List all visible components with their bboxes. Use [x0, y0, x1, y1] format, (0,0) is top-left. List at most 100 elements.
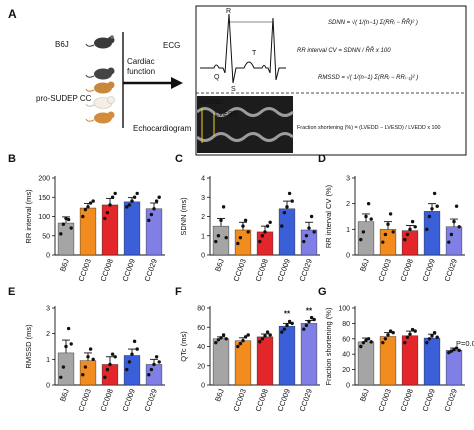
panel-label: F: [175, 286, 182, 298]
y-tick-label: 1: [346, 227, 350, 234]
panel-label: E: [8, 286, 15, 298]
data-point: [383, 232, 388, 237]
data-point: [125, 367, 129, 372]
x-tick-label-cc003: CC003: [231, 388, 247, 413]
x-tick-label-cc009: CC009: [420, 388, 436, 413]
data-point: [366, 201, 371, 206]
cc009-mouse-icon: [85, 96, 115, 109]
data-point: [285, 323, 289, 328]
x-tick-label-b6j: B6J: [358, 257, 371, 272]
y-tick-label: 20: [197, 363, 205, 370]
data-point: [59, 375, 63, 379]
data-point: [427, 214, 432, 219]
data-point: [236, 241, 240, 246]
y-tick-label: 0: [46, 253, 50, 260]
echo-wall-bottom: [196, 132, 294, 142]
bar-cc009: [278, 208, 296, 256]
data-point: [216, 338, 221, 342]
x-tick-label-cc029: CC029: [297, 258, 313, 283]
data-point: [149, 212, 154, 217]
data-point: [403, 237, 407, 242]
data-point: [66, 326, 71, 331]
panel-a-label: A: [8, 7, 17, 21]
data-point: [287, 191, 292, 196]
data-point: [157, 195, 161, 199]
chart-panel-f: F 0 20 40 60 80 QTc (ms) B6J CC003 CC008 ** CC009 **…: [175, 286, 320, 413]
data-point: [91, 357, 95, 362]
data-point: [91, 199, 95, 203]
data-point: [280, 330, 284, 334]
y-tick-label: 60: [342, 336, 350, 343]
data-point: [302, 239, 306, 244]
data-point: [391, 330, 395, 335]
data-point: [452, 347, 456, 352]
data-point: [105, 210, 110, 215]
y-axis-title: SDNN (ms): [179, 197, 188, 236]
bar-cc003: [79, 360, 97, 386]
y-tick-label: 0: [346, 253, 350, 260]
data-point: [432, 191, 437, 196]
data-point: [224, 235, 228, 240]
x-tick-label-cc009: CC009: [275, 258, 291, 283]
y-tick-label: 50: [42, 233, 50, 240]
data-point: [388, 329, 393, 333]
x-tick-label-b6j: B6J: [213, 257, 226, 272]
data-point: [290, 321, 294, 326]
bar-cc009: [423, 337, 441, 386]
data-point: [386, 222, 390, 226]
y-tick-label: 1: [46, 357, 50, 364]
data-point: [59, 232, 63, 236]
arrow-label-cardiac: Cardiac: [127, 57, 155, 66]
data-point: [369, 340, 373, 344]
data-point: [135, 347, 139, 351]
data-point: [64, 344, 68, 349]
data-point: [405, 335, 410, 339]
data-point: [258, 239, 262, 244]
y-axis-title: QTc (ms): [179, 331, 188, 362]
y-tick-label: 100: [38, 214, 50, 221]
p-value-annotation: P=0.052: [456, 339, 474, 348]
y-tick-label: 3: [201, 195, 205, 202]
cv-formula: RR interval CV = SDNN / R̄R̄ x 100: [297, 47, 391, 54]
data-point: [132, 339, 137, 344]
data-point: [302, 327, 306, 331]
ecg-r-label: R: [226, 8, 231, 15]
data-point: [236, 344, 240, 349]
y-axis-title: RR interval (ms): [24, 189, 33, 244]
y-tick-label: 40: [197, 344, 205, 351]
y-tick-label: 200: [38, 176, 50, 183]
x-tick-label-cc003: CC003: [76, 258, 92, 283]
bar-cc029: [300, 323, 318, 386]
bar-cc009: [423, 211, 441, 256]
data-point: [388, 212, 393, 216]
data-point: [410, 327, 415, 332]
rmssd-formula: RMSSD = √( 1/(n−1) Σ(RRᵢ − RRᵢ₋₁)² ): [318, 74, 418, 81]
x-tick-label-cc009: CC009: [120, 258, 136, 283]
panel-label: B: [8, 153, 16, 165]
lvedd-label: LVEDD: [200, 99, 223, 106]
x-tick-label-cc008: CC008: [98, 388, 114, 413]
chart-panel-e: E 0 1 2 3 RMSSD (ms) B6J CC003 CC008 CC009 CC029: [8, 286, 165, 413]
data-point: [127, 203, 132, 207]
data-point: [285, 205, 289, 209]
data-point: [258, 339, 262, 344]
data-point: [238, 235, 243, 240]
x-tick-label-cc008: CC008: [98, 258, 114, 283]
data-point: [154, 199, 159, 203]
bar-b6j: [57, 352, 75, 386]
y-tick-label: 2: [46, 331, 50, 338]
data-point: [108, 362, 112, 367]
data-point: [113, 191, 117, 196]
y-tick-label: 1: [201, 233, 205, 240]
data-point: [61, 222, 66, 226]
y-axis-title: Fraction shortening (%): [324, 307, 333, 385]
data-point: [219, 336, 223, 340]
cc008-mouse-icon: [85, 81, 115, 94]
data-point: [260, 337, 265, 341]
x-tick-label-cc008: CC008: [398, 388, 414, 413]
data-point: [383, 337, 388, 341]
data-point: [287, 319, 292, 324]
strain-group-label: pro-SUDEP CC: [36, 94, 92, 103]
data-point: [88, 347, 93, 351]
